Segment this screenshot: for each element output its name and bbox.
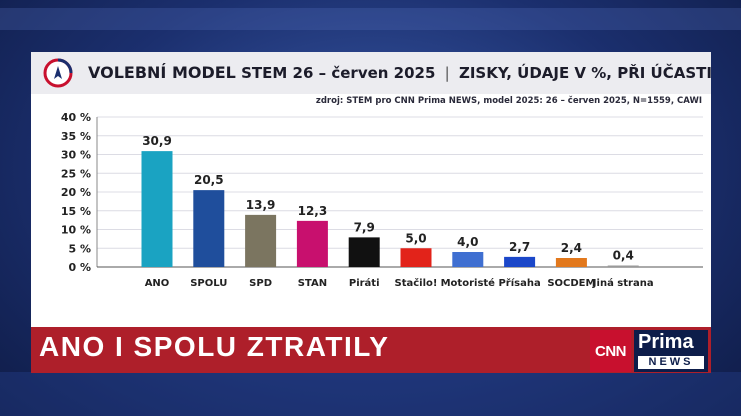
- title-separator: |: [444, 64, 450, 82]
- bar-value-label: 2,4: [561, 241, 582, 255]
- x-tick-label: Motoristé: [441, 277, 496, 289]
- background-stripe-top: [0, 8, 741, 30]
- y-tick-label: 25 %: [61, 167, 91, 180]
- bar: [452, 252, 484, 267]
- chart-title: VOLEBNÍ MODEL STEM 26 – červen 2025 | ZI…: [88, 63, 711, 82]
- x-tick-label: Přísaha: [498, 277, 540, 289]
- x-tick-label: STAN: [298, 278, 327, 289]
- bar-value-label: 20,5: [194, 173, 224, 187]
- x-tick-label: SPD: [249, 278, 272, 289]
- x-tick-label: Jiná strana: [592, 277, 654, 289]
- y-tick-label: 20 %: [61, 186, 91, 199]
- y-tick-label: 40 %: [61, 111, 91, 124]
- bar-value-label: 7,9: [354, 220, 375, 234]
- bar-value-label: 2,7: [509, 240, 530, 254]
- bar: [296, 220, 328, 267]
- news-logo-text: NEWS: [638, 356, 704, 369]
- source-note: zdroj: STEM pro CNN Prima NEWS, model 20…: [311, 94, 706, 109]
- bar-value-label: 12,3: [298, 204, 328, 218]
- x-tick-label: ANO: [145, 278, 170, 289]
- bar: [607, 265, 639, 267]
- bar-value-label: 5,0: [405, 231, 426, 245]
- x-tick-label: SPOLU: [190, 278, 227, 289]
- cnn-logo-text: CNN: [595, 342, 627, 360]
- bar: [504, 256, 536, 267]
- y-tick-label: 30 %: [61, 149, 91, 162]
- x-tick-label: Piráti: [349, 277, 380, 289]
- volebni-model-logo-icon: [43, 58, 73, 88]
- bar-chart: 0 % 5 % 10 % 15 % 20 % 25 % 30 % 35 % 40 % 30,9 AN…: [61, 111, 703, 289]
- bar-value-label: 0,4: [613, 249, 634, 263]
- bar: [245, 214, 277, 267]
- bar-value-label: 13,9: [246, 198, 276, 212]
- title-main: VOLEBNÍ MODEL: [88, 63, 236, 82]
- title-note: ZISKY, ÚDAJE V %, PŘI ÚČASTI 60 %: [458, 64, 711, 82]
- prima-logo-text: Prima: [638, 331, 694, 353]
- bar: [400, 248, 432, 267]
- prima-news-logo: Prima NEWS: [634, 330, 708, 372]
- title-sub: STEM 26 – červen 2025: [241, 64, 436, 82]
- bar-value-label: 30,9: [142, 134, 172, 148]
- bar: [141, 151, 173, 267]
- bar: [193, 190, 225, 267]
- bar-value-label: 4,0: [457, 235, 478, 249]
- y-tick-label: 10 %: [61, 224, 91, 237]
- bar: [348, 237, 380, 267]
- bar: [555, 258, 587, 267]
- y-tick-label: 15 %: [61, 205, 91, 218]
- x-tick-label: SOCDEM: [547, 278, 595, 289]
- y-tick-label: 0 %: [68, 261, 91, 274]
- y-tick-label: 5 %: [68, 242, 91, 255]
- y-tick-label: 35 %: [61, 130, 91, 143]
- card-header: VOLEBNÍ MODEL STEM 26 – červen 2025 | ZI…: [31, 52, 711, 94]
- x-tick-label: Stačilo!: [395, 277, 438, 289]
- chart-card: VOLEBNÍ MODEL STEM 26 – červen 2025 | ZI…: [31, 52, 711, 327]
- background-stripe-bottom: [0, 372, 741, 416]
- cnn-logo: CNN: [590, 330, 631, 372]
- headline: ANO I SPOLU ZTRATILY: [39, 331, 390, 362]
